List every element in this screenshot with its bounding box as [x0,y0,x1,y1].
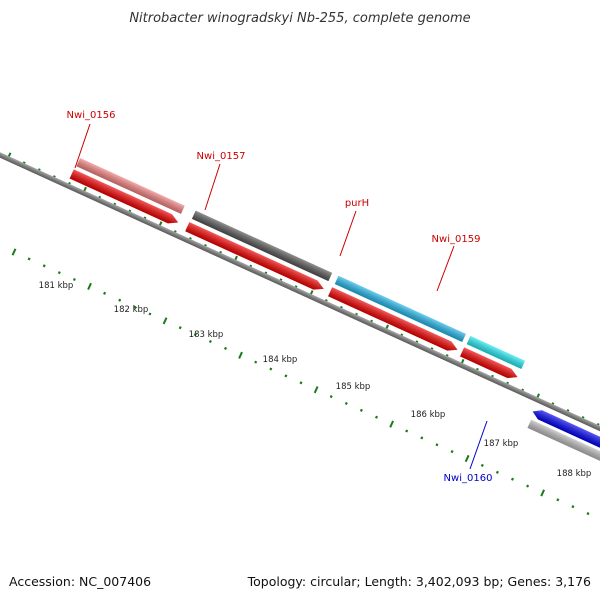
tick-minor [359,408,363,412]
leader-nwi-0160 [469,420,488,470]
backbone-shade [0,145,600,449]
cds-arrow-shade [460,347,518,378]
gene-nwi-0160-neighbor[interactable] [527,419,600,476]
leader-nwi-0159 [436,245,455,292]
gene-features [69,158,526,381]
leader-nwi-0157 [204,163,221,211]
tick-major [389,420,395,428]
tick-minor [254,360,258,364]
tick-minor [435,443,439,447]
tick-minor [133,305,137,309]
kbp-label: 184 kbp [263,355,298,365]
inner-tick-row [11,248,590,516]
kbp-label: 185 kbp [336,382,371,392]
tick-minor [556,498,560,502]
tick-minor [193,333,197,337]
tick-minor [586,512,590,516]
backbone-line [0,145,600,449]
kbp-label: 183 kbp [189,330,224,340]
cds-nwi-0156[interactable] [69,169,181,227]
leader-nwi-0156 [74,123,91,169]
gene-purh[interactable] [334,275,466,343]
tick-minor [526,484,530,488]
tick-minor [223,346,228,350]
leader-purh [339,210,357,257]
cds-arrow-shade [69,169,179,224]
tick-minor [72,277,76,282]
cds-arrow-shade [328,287,458,351]
tick-major [162,317,168,325]
tick-minor [57,271,61,275]
tick-minor [344,401,348,405]
tick-minor [480,463,484,467]
gene-bar-shade [527,419,600,476]
gene-bar-shade [334,275,466,343]
label-leaders [74,123,488,470]
label-nwi-0160[interactable]: Nwi_0160 [444,473,493,484]
gene-labels: Nwi_0156 Nwi_0157 purH Nwi_0159 Nwi_0160 [67,110,493,484]
tick-minor [42,264,46,268]
tick-minor [178,326,182,330]
cds-nwi-0159[interactable] [460,347,520,381]
cds-arrow-shade [185,222,324,290]
tick-major [464,454,470,463]
genome-title: Nitrobacter winogradskyi Nb-255, complet… [129,11,470,26]
gene-nwi-0157[interactable] [191,210,333,282]
tick-minor [405,429,409,433]
tick-minor [284,374,288,378]
gene-arrow-shade [532,410,600,465]
gene-bar-shade [76,158,185,214]
tick-minor [374,415,379,419]
gene-nwi-0160[interactable] [531,407,600,465]
reverse-features [527,407,600,476]
kbp-label: 181 kbp [39,281,74,291]
tick-major [238,351,243,359]
tick-minor [103,291,107,295]
genome-backbone [0,145,600,449]
kbp-label: 182 kbp [114,305,149,315]
kbp-label: 187 kbp [484,439,519,449]
tick-minor [495,470,499,474]
genome-summary-text: Topology: circular; Length: 3,402,093 bp… [247,574,591,589]
tick-major [11,248,17,256]
tick-minor [450,450,454,454]
gene-nwi-0156[interactable] [76,158,185,214]
gene-nwi-0159[interactable] [466,335,526,369]
gene-bar-shade [466,335,526,369]
label-purh[interactable]: purH [345,198,369,209]
tick-minor [27,257,31,261]
tick-major [540,489,546,497]
tick-minor [269,367,273,371]
kbp-label: 186 kbp [411,410,446,420]
gene-bar-shade [191,210,333,282]
label-nwi-0157[interactable]: Nwi_0157 [197,151,246,162]
label-nwi-0159[interactable]: Nwi_0159 [432,234,481,245]
tick-minor [329,395,333,399]
tick-major [87,282,92,291]
tick-major [313,386,319,394]
kbp-labels: 181 kbp 182 kbp 183 kbp 184 kbp 185 kbp … [39,281,592,479]
tick-minor [208,339,212,344]
tick-minor [510,477,515,481]
tick-minor [299,381,303,385]
cds-nwi-0157[interactable] [185,222,326,293]
tick-minor [118,298,122,302]
tick-minor [420,436,424,440]
accession-text: Accession: NC_007406 [9,574,151,589]
tick-minor [571,505,575,509]
kbp-label: 188 kbp [557,469,592,479]
label-nwi-0156[interactable]: Nwi_0156 [67,110,116,121]
outer-tick-row [6,152,600,427]
cds-purh[interactable] [328,287,460,354]
tick-minor [148,312,152,316]
